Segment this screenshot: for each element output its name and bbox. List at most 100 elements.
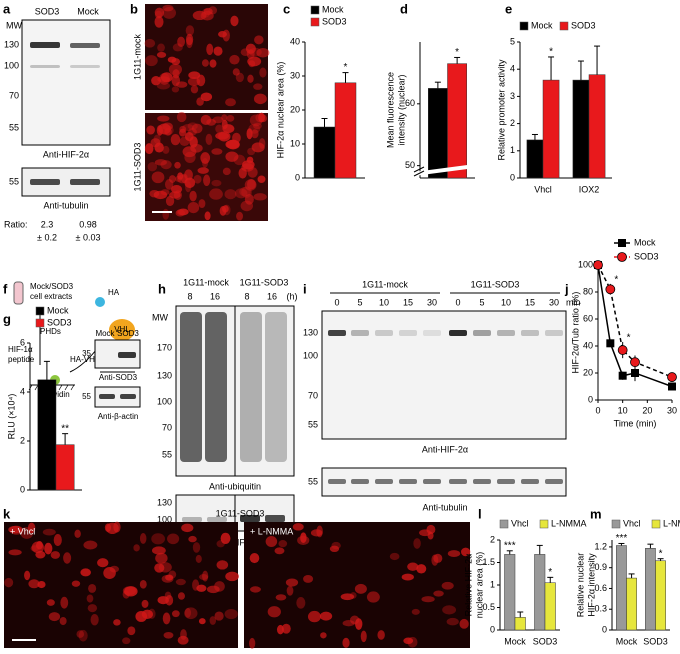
y-tick-label: 50 <box>405 160 415 170</box>
significance: * <box>455 47 459 58</box>
cell <box>185 33 194 46</box>
cell <box>87 604 98 613</box>
cell <box>215 124 224 134</box>
cell <box>160 189 170 196</box>
cell <box>149 189 160 198</box>
cell <box>366 591 380 603</box>
cell <box>78 629 88 642</box>
panel-label: k <box>3 506 11 521</box>
label: 30 <box>427 297 437 307</box>
blot-band <box>70 43 100 48</box>
cell <box>285 578 299 587</box>
legend-label: SOD3 <box>571 20 596 30</box>
cell <box>154 16 164 28</box>
cell <box>244 179 257 191</box>
y-tick-label: 0.6 <box>594 583 607 593</box>
bar <box>504 554 516 631</box>
blot-band <box>328 330 346 336</box>
blot-band <box>207 517 227 522</box>
bar <box>542 79 560 179</box>
cell <box>461 547 471 557</box>
label: 0 <box>455 297 460 307</box>
label: (h) <box>287 291 298 301</box>
cell <box>218 31 227 38</box>
cell <box>198 618 206 625</box>
legend-swatch <box>310 5 320 15</box>
cell <box>413 538 421 549</box>
cell <box>342 620 355 627</box>
label: 1G11-mock <box>183 277 229 287</box>
bar <box>616 545 627 631</box>
cell <box>50 551 61 559</box>
label: 15 <box>403 297 413 307</box>
label: ± 0.2 <box>37 232 57 242</box>
ha-tag <box>95 297 105 307</box>
x-tick-label: Vhcl <box>534 184 552 194</box>
x-tick-label: Mock <box>616 636 638 646</box>
cell <box>224 608 238 620</box>
hatch <box>70 384 75 391</box>
cell <box>211 148 223 155</box>
y-axis-label: HIF-2α/Tub ratio (%) <box>570 292 580 374</box>
mw-label: 70 <box>9 90 19 100</box>
label: HIF-1α <box>8 345 33 354</box>
hatch <box>34 384 39 391</box>
blot-band <box>70 65 100 68</box>
x-tick-label: 20 <box>642 405 652 415</box>
label: 10 <box>379 297 389 307</box>
y-tick-label: 0 <box>602 624 607 634</box>
legend-label: SOD3 <box>634 251 659 261</box>
blot-band <box>521 479 539 484</box>
significance: * <box>627 333 631 344</box>
cell <box>139 580 147 589</box>
cell <box>188 535 197 543</box>
point <box>631 369 639 377</box>
point <box>593 260 603 270</box>
cell <box>28 579 40 589</box>
label: 1G11-SOD3 <box>216 508 265 518</box>
mw-label: 130 <box>157 497 172 507</box>
blot-band <box>30 42 60 48</box>
label: 0.98 <box>79 219 97 229</box>
cell <box>200 114 212 126</box>
cell <box>320 632 327 639</box>
legend-swatch <box>310 17 320 27</box>
bar <box>428 88 448 179</box>
legend-swatch <box>35 306 45 316</box>
legend-label: L-NMMA <box>663 518 680 528</box>
cell <box>189 190 197 202</box>
cell <box>156 51 167 58</box>
cell <box>246 128 253 140</box>
cell <box>201 59 209 67</box>
y-axis-label: intensity (nuclear) <box>396 74 406 145</box>
blot-band <box>351 479 369 484</box>
label: SOD3 <box>35 6 60 16</box>
legend-swatch <box>35 318 45 328</box>
cell <box>253 122 262 130</box>
cell <box>416 564 427 574</box>
point <box>605 284 616 295</box>
cell <box>144 143 154 155</box>
cell <box>113 619 121 626</box>
cell <box>184 151 196 163</box>
mw-label: 55 <box>308 419 318 429</box>
smear <box>240 312 262 462</box>
mw-label: 130 <box>157 370 172 380</box>
significance: *** <box>616 533 628 544</box>
cell <box>154 563 165 573</box>
panel-label: c <box>283 1 290 16</box>
label: Avidin <box>48 390 70 399</box>
bar <box>526 139 544 179</box>
cell <box>200 92 213 102</box>
cell <box>214 611 224 621</box>
cell <box>202 570 209 582</box>
cell <box>187 201 200 214</box>
cell <box>331 541 341 550</box>
cell <box>83 540 98 550</box>
cell <box>157 76 171 83</box>
y-tick-label: 20 <box>290 104 300 114</box>
cell <box>174 161 181 169</box>
cell <box>177 174 188 184</box>
panel-label: a <box>3 1 11 16</box>
